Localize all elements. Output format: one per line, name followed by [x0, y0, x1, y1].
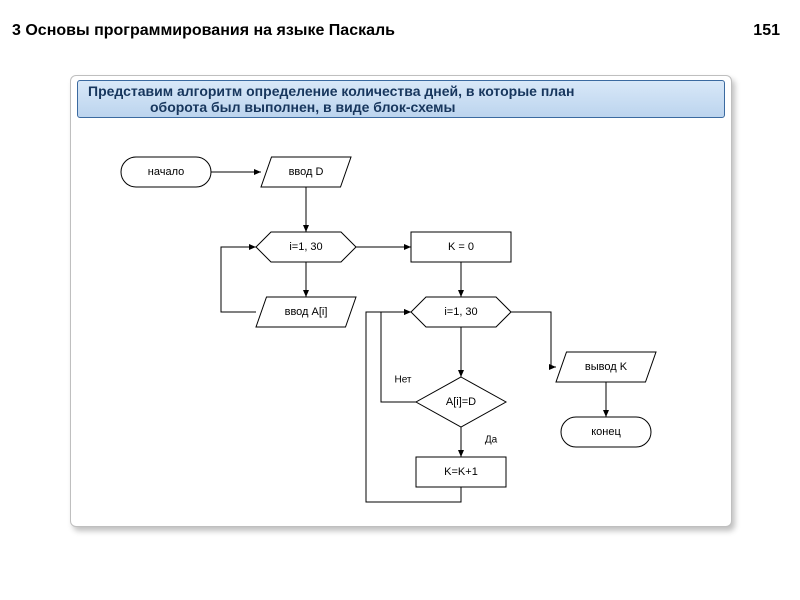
svg-text:i=1, 30: i=1, 30: [444, 306, 477, 318]
flowchart: начало ввод D i=1, 30 ввод A[i] K = 0 i=1, 30…: [71, 122, 731, 526]
svg-text:ввод A[i]: ввод A[i]: [285, 306, 328, 318]
page-number: 151: [753, 22, 780, 40]
svg-text:i=1, 30: i=1, 30: [289, 241, 322, 253]
svg-text:K = 0: K = 0: [448, 241, 474, 253]
flow-node-outK: вывод K: [556, 352, 656, 382]
svg-text:ввод D: ввод D: [289, 166, 324, 178]
flow-node-kinc: K=K+1: [416, 457, 506, 487]
flow-node-kzero: K = 0: [411, 232, 511, 262]
flow-node-inAi: ввод A[i]: [256, 297, 356, 327]
panel-title-line1: Представим алгоритм определение количест…: [88, 83, 714, 99]
svg-text:конец: конец: [591, 426, 621, 438]
chapter-title: 3 Основы программирования на языке Паска…: [12, 22, 395, 39]
flow-edge: [381, 312, 416, 402]
panel-titlebar: Представим алгоритм определение количест…: [77, 80, 725, 118]
slide-panel: Представим алгоритм определение количест…: [70, 75, 732, 527]
flow-label-no: Нет: [394, 375, 411, 386]
flow-node-inD: ввод D: [261, 157, 351, 187]
flow-node-end: конец: [561, 417, 651, 447]
svg-text:вывод K: вывод K: [585, 361, 628, 373]
flow-edge: [511, 312, 556, 367]
flow-node-loop2: i=1, 30: [411, 297, 511, 327]
flow-node-loop1: i=1, 30: [256, 232, 356, 262]
flow-node-cond: A[i]=D: [416, 377, 506, 427]
flow-label-yes: Да: [485, 435, 498, 446]
svg-text:начало: начало: [148, 166, 184, 178]
flow-node-start: начало: [121, 157, 211, 187]
flow-edge: [221, 247, 256, 312]
page-title: 3 Основы программирования на языке Паска…: [12, 22, 788, 40]
svg-text:A[i]=D: A[i]=D: [446, 396, 476, 408]
panel-title-line2: оборота был выполнен, в виде блок-схемы: [150, 99, 714, 115]
svg-text:K=K+1: K=K+1: [444, 466, 478, 478]
